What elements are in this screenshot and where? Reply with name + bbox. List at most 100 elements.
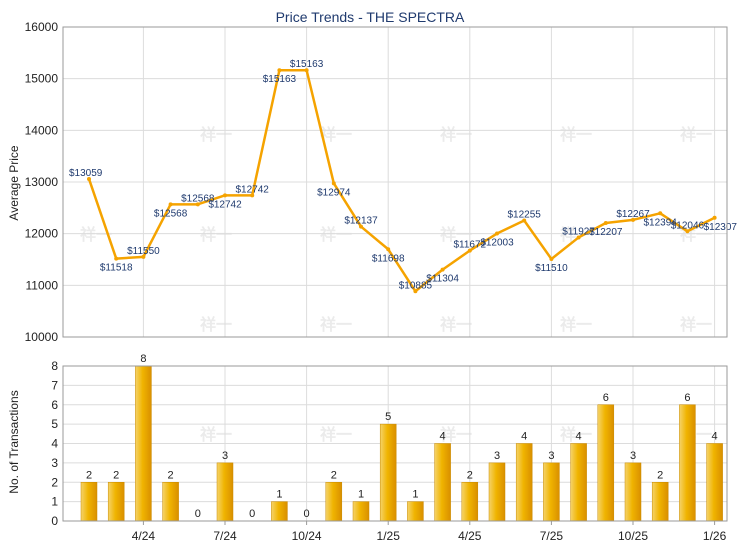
- price-axis-label: Average Price: [7, 145, 21, 220]
- transaction-count-label: 0: [304, 508, 310, 520]
- transactions-y-tick-label: 4: [51, 437, 58, 451]
- watermark: 祥一: [200, 225, 232, 244]
- price-point: [250, 193, 255, 198]
- transaction-count-label: 8: [140, 353, 146, 365]
- price-value-label: $12137: [344, 216, 378, 227]
- price-point: [277, 68, 282, 73]
- watermark: 祥一: [80, 225, 112, 244]
- price-point: [685, 229, 690, 234]
- chart-title: Price Trends - THE SPECTRA: [276, 9, 465, 25]
- watermark: 祥一: [440, 225, 472, 244]
- transaction-count-label: 6: [603, 392, 609, 404]
- price-value-label: $12307: [704, 222, 738, 233]
- price-value-label: $12568: [154, 208, 188, 219]
- transaction-count-label: 2: [113, 469, 119, 481]
- price-value-label: $11550: [127, 246, 160, 257]
- transaction-count-labels: 2 2 8 2 0 3 0 1 0 2 1 5 1 4 2 3 4 3 4 6 3 2 6 4: [86, 353, 718, 520]
- transactions-y-tick-label: 2: [51, 475, 58, 489]
- transactions-y-tick-label: 1: [51, 495, 58, 509]
- price-value-label: $11672: [453, 240, 486, 251]
- price-point: [440, 267, 445, 272]
- watermark: 祥一: [200, 315, 232, 334]
- transaction-bar: [570, 443, 587, 522]
- date-tick-label: 10/25: [618, 529, 648, 543]
- transaction-bar: [162, 482, 179, 522]
- price-value-label: $15163: [290, 59, 324, 70]
- price-y-tick-label: 10000: [25, 330, 59, 344]
- price-point: [712, 215, 717, 220]
- date-tick-label: 7/25: [540, 529, 564, 543]
- transaction-count-label: 4: [521, 431, 527, 443]
- transaction-bar: [488, 462, 506, 522]
- watermark: 祥一: [560, 425, 592, 444]
- watermark: 祥一: [680, 125, 712, 144]
- price-point: [658, 211, 663, 216]
- transaction-bar: [216, 462, 234, 522]
- transaction-count-label: 1: [412, 489, 418, 501]
- transaction-bar: [543, 462, 560, 522]
- transaction-bar: [407, 501, 424, 522]
- transaction-bar: [271, 501, 288, 522]
- transaction-bar: [325, 482, 343, 522]
- watermark: 祥一: [560, 315, 592, 334]
- watermark: 祥一: [320, 315, 352, 334]
- transaction-bar: [107, 482, 125, 522]
- price-point: [576, 235, 581, 240]
- price-point: [467, 248, 472, 253]
- transaction-count-label: 6: [684, 392, 690, 404]
- price-value-labels: $13059$11518$11550$12568$12568$12742$127…: [69, 59, 737, 291]
- price-point: [413, 289, 418, 294]
- transaction-bar: [80, 482, 98, 522]
- price-point: [386, 247, 391, 252]
- transaction-bar: [379, 423, 397, 522]
- price-point: [549, 256, 554, 261]
- price-value-label: $11510: [535, 263, 568, 274]
- watermark: 祥一: [440, 315, 472, 334]
- watermark: 祥一: [560, 225, 592, 244]
- price-point: [631, 217, 635, 222]
- watermark: 祥一: [200, 125, 232, 144]
- transaction-count-label: 2: [657, 469, 663, 481]
- price-y-tick-label: 12000: [25, 227, 59, 241]
- price-value-label: $12568: [181, 193, 215, 204]
- price-points: [87, 68, 717, 294]
- price-value-label: $11304: [426, 274, 459, 285]
- watermark: 祥一: [440, 125, 472, 144]
- date-axis-ticks: 4/24 7/24 10/24 1/25 4/25 7/25 10/25 1/26: [132, 521, 727, 543]
- price-plot-frame: [62, 26, 728, 338]
- price-y-tick-label: 15000: [25, 72, 59, 86]
- price-value-label: $12207: [589, 227, 623, 238]
- price-value-label: $11518: [100, 263, 133, 274]
- price-value-label: $12003: [480, 238, 514, 249]
- transaction-bar: [461, 482, 479, 522]
- price-point: [168, 202, 173, 207]
- price-y-tick-label: 14000: [25, 123, 59, 137]
- transactions-y-ticks: 0 1 2 3 4 5 6 7 8: [51, 359, 58, 528]
- transaction-count-label: 2: [331, 469, 337, 481]
- transactions-y-tick-label: 5: [51, 417, 58, 431]
- transactions-y-tick-label: 3: [51, 456, 58, 470]
- transaction-count-label: 4: [576, 431, 582, 443]
- watermark: 祥一: [320, 425, 352, 444]
- transaction-count-label: 4: [440, 431, 446, 443]
- watermark: 祥一: [440, 425, 472, 444]
- price-value-label: $11698: [372, 253, 405, 264]
- transaction-count-label: 2: [467, 469, 473, 481]
- price-point: [195, 202, 200, 207]
- transaction-bar: [515, 443, 533, 522]
- watermark: 祥一: [560, 125, 592, 144]
- transaction-count-label: 2: [168, 469, 174, 481]
- date-tick-label: 10/24: [292, 529, 322, 543]
- watermark: 祥一: [200, 425, 232, 444]
- price-point: [495, 231, 499, 236]
- transaction-count-label: 2: [86, 469, 92, 481]
- watermark: 祥一: [320, 125, 352, 144]
- price-point: [114, 256, 119, 261]
- date-tick-label: 1/26: [703, 529, 727, 543]
- price-value-label: $12267: [616, 209, 650, 220]
- transaction-bar: [135, 365, 152, 522]
- date-tick-label: 1/25: [377, 529, 401, 543]
- price-grid: [63, 26, 727, 338]
